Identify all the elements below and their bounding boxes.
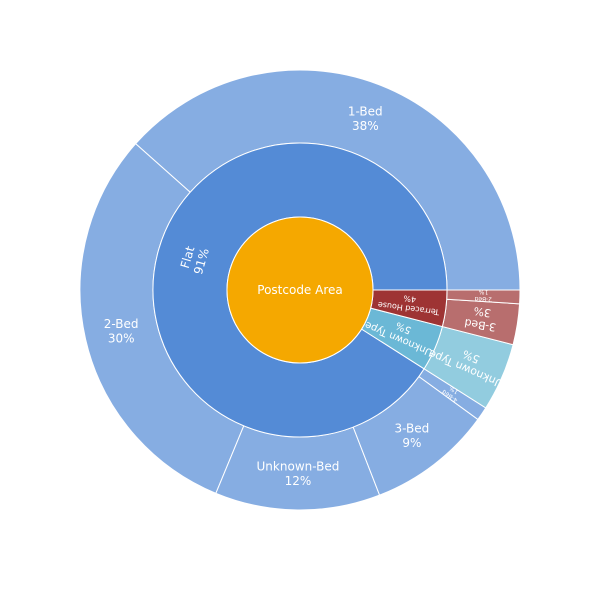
label-flat-2-bed: 2-Bed 30% [104, 317, 139, 345]
label-terraced-house-3-bed: 3-Bed3% [464, 303, 500, 334]
label-flat-3-bed: 3-Bed 9% [395, 421, 430, 449]
label-flat-unknown-bed: Unknown-Bed 12% [257, 459, 340, 487]
segment-root[interactable] [226, 216, 374, 364]
label-root: Postcode Area [257, 283, 342, 297]
label-terraced-house-2-bed: 2-Bed1% [474, 288, 492, 303]
label-flat-1-bed: 1-Bed 38% [348, 105, 383, 133]
